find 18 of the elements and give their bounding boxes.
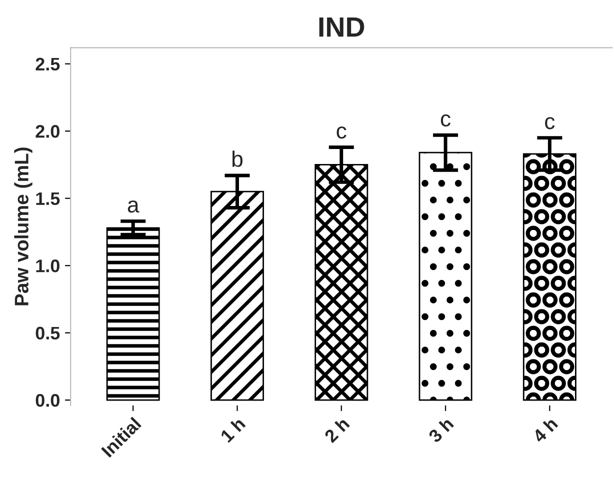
chart-title: IND (319, 17, 364, 37)
y-tick-label: 1.5 (36, 192, 60, 206)
x-tick-label: 2 h (323, 416, 350, 444)
y-tick-label: 0.5 (36, 326, 60, 340)
annotation: c (336, 126, 346, 139)
annotation: a (128, 200, 140, 213)
bar (106, 227, 160, 401)
y-tick-label: 2.5 (36, 58, 60, 71)
y-tick-label: 0.0 (36, 394, 60, 407)
annotation: c (545, 117, 555, 130)
x-tick-label: 3 h (427, 416, 454, 444)
x-tick-label: 1 h (220, 416, 246, 443)
annotation: c (440, 114, 450, 127)
y-tick-label: 2.0 (36, 125, 60, 138)
y-tick-label: 1.0 (36, 260, 60, 272)
y-axis-title: Paw volume (mL) (14, 148, 32, 306)
annotation: b (232, 150, 242, 167)
x-tick-label: 4 h (531, 416, 558, 444)
